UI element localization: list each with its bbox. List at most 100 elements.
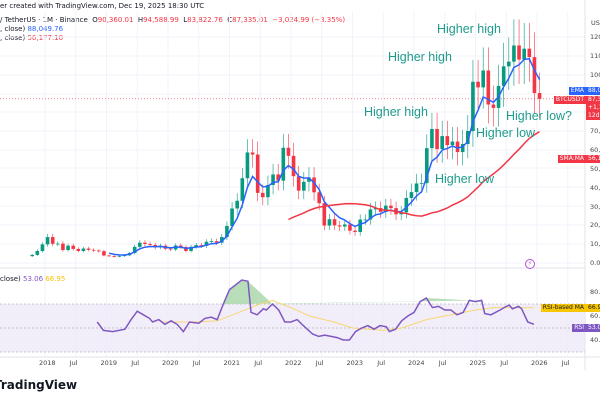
candle-body <box>281 147 286 181</box>
rsi-tag: 53.06 <box>586 324 600 332</box>
time-tick: Jul <box>500 359 509 367</box>
candle-body <box>97 250 101 252</box>
candle-body <box>266 184 270 198</box>
time-tick: 2021 <box>223 359 241 367</box>
price-tick: 40,000.00 <box>590 183 600 192</box>
candle-body <box>317 192 321 204</box>
candle-body <box>307 177 311 182</box>
l-label: L <box>183 16 188 24</box>
ohlc-legend: / TetherUS · 1M · Binance O90,360.01 H94… <box>0 16 345 24</box>
candle-body <box>486 70 491 105</box>
candle-body <box>194 245 198 247</box>
time-tick: Jul <box>69 359 78 367</box>
symbol-tag-name: BTCUSDT <box>553 96 586 104</box>
lightning-icon[interactable]: ⚡ <box>525 259 535 269</box>
rsi-line <box>96 279 535 341</box>
candle-body <box>271 174 275 185</box>
candle-body <box>204 241 209 246</box>
rsi-label: close) <box>0 275 21 283</box>
candle-body <box>445 136 450 146</box>
candle-body <box>240 178 245 201</box>
time-tick: 2020 <box>162 359 179 367</box>
candle-body <box>404 197 409 213</box>
candle-body <box>440 136 444 150</box>
sma-price-tag: 56,177.10 <box>586 155 600 163</box>
price-tick: 110,000.00 <box>590 52 600 61</box>
candle-body <box>322 203 327 226</box>
high-value: 94,588.99 <box>143 16 179 24</box>
time-tick: Jul <box>315 359 324 367</box>
candle-body <box>179 245 183 248</box>
candle-body <box>491 104 496 108</box>
rsi-overbought-fill <box>223 280 482 304</box>
candle-body <box>481 70 485 88</box>
candle-body <box>501 66 506 86</box>
created-caption: er created with TradingView.com, Dec 19,… <box>0 2 205 10</box>
candle-body <box>91 249 96 251</box>
rsi-ma-value: 66.95 <box>45 275 66 283</box>
candle-body <box>430 128 434 149</box>
candle-body <box>286 147 291 156</box>
candle-body <box>353 230 357 232</box>
time-tick: Jul <box>438 359 447 367</box>
candle-body <box>56 243 60 245</box>
sma-tag-name: SMA:MA <box>557 155 586 163</box>
candle-body <box>199 245 204 246</box>
ema-tag-name: EMA <box>568 87 586 95</box>
close-value: 87,335.01 <box>232 16 268 24</box>
candle-body <box>455 141 460 153</box>
rsi-ma-tag: 66.95 <box>586 304 600 312</box>
price-tick: 60,000.00 <box>590 146 600 155</box>
candle-body <box>132 246 137 254</box>
currency-label[interactable]: USD <box>591 19 600 27</box>
candle-body <box>220 237 224 243</box>
candle-body <box>337 225 342 227</box>
candle-body <box>532 57 537 94</box>
candle-body <box>112 256 116 257</box>
candle-body <box>143 242 147 245</box>
price-change-tag: +1,1 <box>586 104 600 112</box>
symbol-name[interactable]: / TetherUS · 1M · Binance <box>0 16 88 24</box>
candle-body <box>435 128 439 150</box>
price-tick: 30,000.00 <box>590 202 600 211</box>
candle-body <box>450 141 455 146</box>
candle-body <box>414 183 419 193</box>
candle-body <box>527 48 532 58</box>
annotation-higher-high-2: Higher high <box>388 50 452 64</box>
rsi-tag-name: RSI <box>572 324 586 332</box>
sma-label: , close) <box>0 34 26 42</box>
candle-body <box>332 219 337 226</box>
candle-body <box>66 245 70 251</box>
candle-body <box>40 244 45 251</box>
candle-body <box>168 248 173 250</box>
candle-body <box>358 219 362 232</box>
candle-body <box>476 81 480 88</box>
candle-body <box>460 143 465 153</box>
time-tick: Jul <box>561 359 570 367</box>
candle-body <box>466 131 470 144</box>
price-tick: 0.00 <box>590 259 600 267</box>
candle-body <box>30 254 34 257</box>
rsi-legend[interactable]: close) 53.06 66.95 <box>0 275 65 283</box>
candle-body <box>102 251 106 256</box>
candle-body <box>373 208 378 210</box>
time-tick: 2023 <box>346 359 364 367</box>
candle-body <box>471 81 475 132</box>
time-tick: 2025 <box>469 359 487 367</box>
time-tick: Jul <box>377 359 386 367</box>
price-tick: 100,000.00 <box>590 71 600 79</box>
candle-body <box>517 45 521 60</box>
candle-body <box>138 242 142 247</box>
ema-line <box>108 57 541 256</box>
low-value: 83,822.76 <box>187 16 223 24</box>
candle-body <box>363 219 368 221</box>
last-price-tag: 87,335.01 <box>586 96 600 104</box>
time-tick: Jul <box>131 359 140 367</box>
o-label: O <box>92 16 98 24</box>
time-tick: 2024 <box>408 359 425 367</box>
candle-body <box>343 224 347 227</box>
sma-line <box>288 130 540 221</box>
candle-body <box>291 155 296 177</box>
tradingview-logo[interactable]: TradingView <box>0 378 78 392</box>
